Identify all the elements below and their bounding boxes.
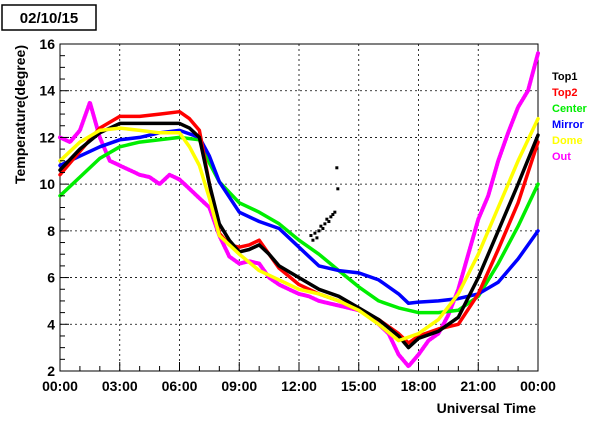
- series-line-out: [58, 51, 540, 369]
- chart-title-box: 02/10/15: [1, 4, 97, 31]
- legend-entry-top2: Top2: [552, 87, 577, 99]
- legend-entry-mirror: Mirror: [552, 119, 585, 131]
- y-tick-label: 8: [47, 223, 55, 239]
- x-tick-label: 00:00: [42, 378, 78, 394]
- data-point: [335, 166, 339, 170]
- y-axis-label: Temperature(degree): [12, 45, 28, 184]
- y-tick-label: 4: [47, 316, 55, 332]
- x-axis-label: Universal Time: [437, 400, 537, 416]
- data-point: [315, 236, 319, 240]
- data-point: [333, 210, 337, 214]
- data-point: [311, 238, 315, 242]
- series-extra-markers: [309, 166, 340, 242]
- legend: Top1 Top2 Center Mirror Dome Out: [552, 71, 588, 163]
- x-tick-label: 15:00: [341, 378, 377, 394]
- data-point: [331, 213, 335, 217]
- y-tick-label: 6: [47, 270, 55, 286]
- x-tick-label: 18:00: [401, 378, 437, 394]
- series-layer: [58, 51, 540, 369]
- data-point: [323, 222, 327, 226]
- data-point: [313, 231, 317, 235]
- chart-title: 02/10/15: [20, 10, 78, 27]
- y-tick-label: 16: [39, 36, 55, 52]
- axis-ticks: 00:00 03:00 06:00 09:00 12:00 15:00 18:00 21:00…: [39, 36, 556, 394]
- x-tick-label: 21:00: [460, 378, 496, 394]
- data-point: [336, 187, 340, 191]
- series-line-center: [58, 135, 540, 315]
- x-tick-label: 12:00: [281, 378, 317, 394]
- legend-entry-top1: Top1: [552, 71, 577, 83]
- y-tick-label: 10: [39, 176, 55, 192]
- x-tick-label: 09:00: [221, 378, 257, 394]
- legend-entry-dome: Dome: [552, 135, 583, 147]
- x-tick-label: 00:00: [520, 378, 556, 394]
- y-tick-label: 2: [47, 363, 55, 379]
- legend-entry-center: Center: [552, 103, 588, 115]
- data-point: [319, 224, 323, 228]
- data-point: [327, 220, 331, 224]
- y-tick-label: 14: [39, 83, 55, 99]
- data-point: [317, 229, 321, 233]
- data-point: [321, 227, 325, 231]
- legend-entry-out: Out: [552, 151, 571, 163]
- series-line-mirror: [58, 128, 540, 306]
- series-line-top1: [58, 121, 540, 350]
- x-tick-label: 06:00: [162, 378, 198, 394]
- plot-frame: [59, 43, 539, 372]
- data-point: [309, 234, 313, 238]
- series-line-dome: [58, 116, 540, 343]
- y-tick-label: 12: [39, 129, 55, 145]
- x-tick-label: 03:00: [102, 378, 138, 394]
- data-point: [329, 215, 333, 219]
- data-point: [325, 217, 329, 221]
